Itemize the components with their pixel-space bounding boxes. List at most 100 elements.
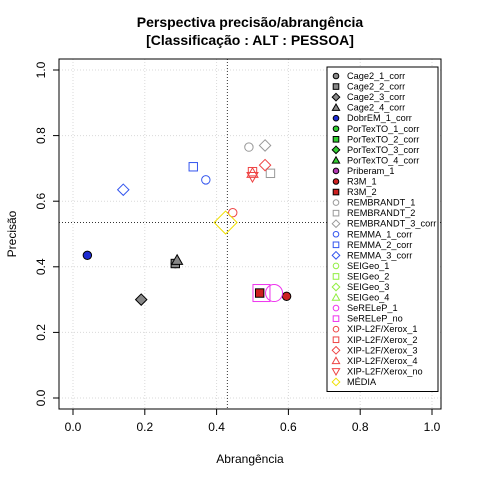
- legend-label: SEIGeo_3: [347, 282, 389, 292]
- legend-marker: [332, 188, 340, 196]
- legend-marker: [332, 209, 340, 217]
- legend-label: REMMA_3_corr: [347, 250, 412, 260]
- legend-marker: [332, 230, 340, 238]
- legend-label: REMBRANDT_2: [347, 208, 415, 218]
- legend-label: SEIGeo_1: [347, 261, 389, 271]
- data-point: [258, 139, 272, 152]
- legend-label: Cage2_3_corr: [347, 92, 405, 102]
- y-tick-label: 0.0: [34, 389, 48, 406]
- legend-marker: [332, 114, 340, 122]
- legend-marker: [332, 336, 340, 344]
- legend-label: PorTexTO_4_corr: [347, 155, 419, 165]
- legend-box: [326, 66, 439, 392]
- legend-marker: [331, 368, 341, 377]
- legend-label: PorTexTO_3_corr: [347, 145, 419, 155]
- legend-label: PorTexTO_2_corr: [347, 134, 419, 144]
- y-tick-label: 1.0: [34, 61, 48, 78]
- legend-marker: [332, 178, 340, 185]
- legend-marker: [332, 315, 340, 322]
- legend-label: PorTexTO_1_corr: [347, 124, 419, 134]
- legend-marker: [331, 103, 341, 111]
- legend-label: XIP-L2F/Xerox_1: [347, 324, 417, 334]
- legend-label: XIP-L2F/Xerox_4: [347, 356, 417, 366]
- y-tick-label: 0.6: [34, 193, 48, 210]
- legend-label: REMBRANDT_1: [347, 198, 415, 208]
- x-tick-label: 0.8: [352, 420, 369, 434]
- legend-marker: [331, 145, 341, 155]
- data-point: [265, 168, 276, 179]
- x-tick-label: 0.4: [208, 420, 225, 434]
- legend-marker: [331, 282, 341, 292]
- x-tick-label: 0.2: [136, 420, 153, 434]
- legend-label: XIP-L2F/Xerox_3: [347, 345, 417, 355]
- legend-label: SeRELeP_no: [347, 314, 403, 324]
- data-point: [170, 253, 184, 265]
- x-tick-label: 0.0: [65, 420, 82, 434]
- data-point: [82, 250, 93, 261]
- legend-marker: [331, 292, 341, 301]
- chart-subtitle: [Classificação : ALT : PESSOA]: [146, 32, 354, 48]
- y-axis-ticks: 0.0 0.2 0.4 0.6 0.8 1.0: [34, 61, 59, 406]
- x-tick-label: 1.0: [424, 420, 441, 434]
- legend-marker: [331, 250, 341, 260]
- legend-label: R3M_2: [347, 187, 377, 197]
- x-axis-label: Abrangência: [216, 452, 284, 466]
- legend-marker: [332, 83, 340, 90]
- y-axis-label: Precisão: [5, 210, 19, 257]
- plot-frame: [58, 58, 442, 410]
- data-point: [213, 210, 238, 235]
- legend-marker: [331, 219, 341, 229]
- data-point: [246, 172, 259, 184]
- legend-marker: [332, 167, 340, 175]
- legend-marker: [332, 325, 340, 333]
- legend-label: XIP-L2F/Xerox_no: [347, 366, 423, 376]
- x-axis-ticks: 0.0 0.2 0.4 0.6 0.8 1.0: [65, 409, 441, 434]
- legend-label: Cage2_2_corr: [347, 82, 405, 92]
- legend: Cage2_1_corrCage2_2_corrCage2_3_corrCage…: [326, 66, 439, 392]
- legend-marker: [332, 273, 340, 280]
- data-point: [244, 142, 254, 152]
- data-point: [188, 162, 198, 172]
- legend-label: Cage2_4_corr: [347, 103, 405, 113]
- legend-label: XIP-L2F/Xerox_2: [347, 335, 417, 345]
- data-point: [228, 207, 238, 218]
- legend-label: R3M_1: [347, 177, 377, 187]
- data-point: [201, 175, 211, 185]
- x-tick-label: 0.6: [280, 420, 297, 434]
- data-point: [258, 158, 272, 172]
- data-points: [82, 139, 292, 306]
- legend-marker: [331, 92, 341, 102]
- legend-marker: [331, 155, 341, 164]
- legend-marker: [332, 136, 340, 143]
- y-tick-label: 0.2: [34, 324, 48, 341]
- data-point: [116, 183, 130, 197]
- data-point: [252, 284, 271, 303]
- legend-marker: [332, 262, 340, 270]
- data-point: [134, 293, 148, 306]
- data-point: [254, 288, 265, 298]
- legend-label: Priberam_1: [347, 166, 395, 176]
- legend-marker: [332, 125, 340, 133]
- legend-label: REMBRANDT_3_corr: [347, 219, 436, 229]
- legend-label: SEIGeo_2: [347, 271, 389, 281]
- legend-marker: [332, 241, 340, 249]
- legend-label: REMMA_2_corr: [347, 240, 412, 250]
- legend-label: Cage2_1_corr: [347, 71, 405, 81]
- legend-marker: [332, 199, 340, 206]
- legend-label: SeRELeP_1: [347, 303, 398, 313]
- chart-title: Perspectiva precisão/abrangência: [137, 14, 364, 30]
- legend-marker: [332, 72, 340, 80]
- legend-marker: [331, 345, 341, 355]
- y-tick-label: 0.8: [34, 127, 48, 144]
- legend-marker: [331, 356, 341, 365]
- data-point: [281, 291, 292, 302]
- legend-marker: [332, 304, 340, 312]
- legend-marker: [331, 377, 341, 387]
- data-point: [265, 284, 284, 303]
- legend-label: MÉDIA: [347, 377, 377, 387]
- legend-label: REMMA_1_corr: [347, 229, 412, 239]
- y-tick-label: 0.4: [34, 258, 48, 275]
- legend-label: SEIGeo_4: [347, 293, 389, 303]
- legend-label: DobrEM_1_corr: [347, 113, 412, 123]
